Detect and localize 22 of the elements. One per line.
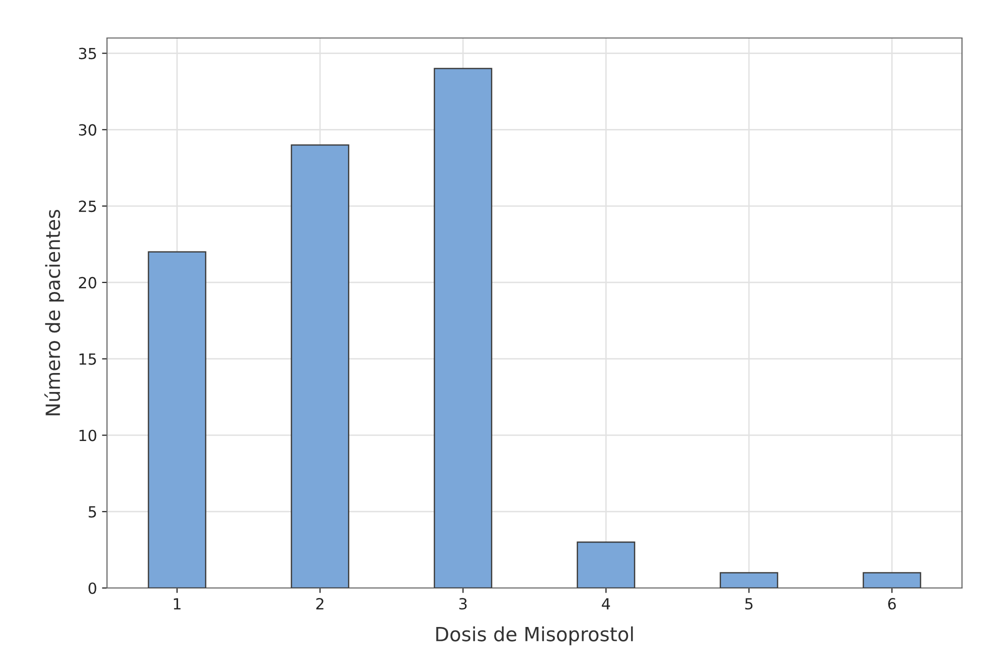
bar bbox=[576, 542, 636, 588]
bar bbox=[720, 572, 778, 588]
bar bbox=[148, 251, 206, 588]
y-axis-title: Número de pacientes bbox=[44, 210, 64, 416]
y-tick-label: 15 bbox=[80, 354, 96, 365]
x-axis-title: Dosis de Misoprostol bbox=[436, 626, 633, 646]
y-tick-label: 10 bbox=[80, 430, 96, 442]
x-tick-label: 6 bbox=[888, 598, 896, 610]
x-tick-label: 4 bbox=[602, 598, 610, 610]
x-tick-label: 3 bbox=[459, 598, 467, 610]
bar bbox=[434, 68, 492, 588]
y-tick-label: 30 bbox=[79, 124, 96, 136]
x-tick-label: 1 bbox=[174, 598, 181, 610]
x-tick-label: 2 bbox=[316, 598, 324, 610]
y-tick-label: 35 bbox=[79, 48, 96, 60]
x-tick-label: 5 bbox=[745, 598, 752, 610]
bar bbox=[862, 572, 922, 588]
y-tick-label: 20 bbox=[78, 276, 96, 288]
y-tick-label: 0 bbox=[88, 582, 96, 594]
y-tick-label: 25 bbox=[78, 200, 96, 212]
y-tick-label: 5 bbox=[88, 506, 96, 518]
bar bbox=[290, 144, 350, 588]
